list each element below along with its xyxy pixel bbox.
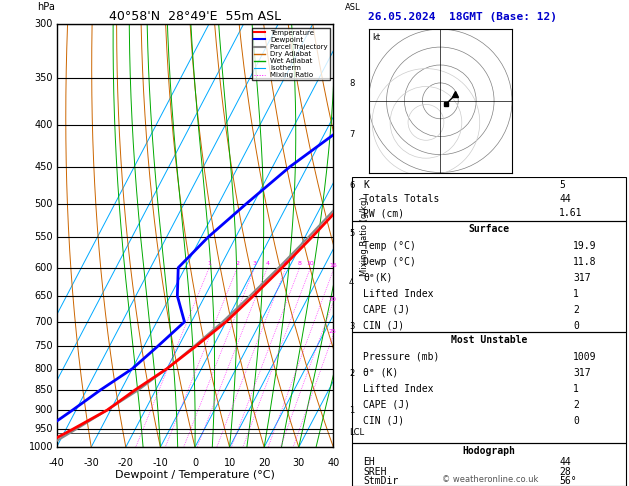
- Text: 800: 800: [35, 364, 53, 374]
- Text: EH: EH: [363, 457, 375, 467]
- Text: StmDir: StmDir: [363, 476, 398, 486]
- Title: 40°58'N  28°49'E  55m ASL: 40°58'N 28°49'E 55m ASL: [109, 10, 281, 23]
- Text: 28: 28: [559, 467, 571, 477]
- Text: -30: -30: [83, 458, 99, 468]
- Text: Hodograph: Hodograph: [462, 446, 516, 456]
- Text: 1: 1: [349, 406, 354, 415]
- Text: 56°: 56°: [559, 476, 577, 486]
- Bar: [352, 221, 626, 332]
- Bar: [352, 177, 626, 221]
- Text: SREH: SREH: [363, 467, 387, 477]
- Text: 450: 450: [35, 162, 53, 172]
- Text: 19.9: 19.9: [573, 241, 596, 251]
- Text: θᵉ (K): θᵉ (K): [363, 368, 398, 378]
- Text: 0: 0: [573, 416, 579, 426]
- Bar: [352, 443, 626, 486]
- Text: 950: 950: [35, 424, 53, 434]
- Text: 4: 4: [265, 260, 269, 266]
- Text: Surface: Surface: [469, 224, 509, 234]
- Text: CAPE (J): CAPE (J): [363, 305, 410, 315]
- Text: 7: 7: [349, 129, 354, 139]
- Text: 700: 700: [35, 317, 53, 327]
- Text: 5: 5: [559, 180, 565, 191]
- Text: 2: 2: [573, 305, 579, 315]
- Text: θᵉ(K): θᵉ(K): [363, 273, 392, 283]
- Text: 400: 400: [35, 121, 53, 130]
- Text: 750: 750: [35, 341, 53, 351]
- Text: 317: 317: [573, 273, 591, 283]
- Text: 16: 16: [330, 263, 337, 268]
- Text: 1009: 1009: [573, 352, 596, 362]
- Text: 30: 30: [292, 458, 305, 468]
- Text: 0: 0: [192, 458, 198, 468]
- Text: 2: 2: [573, 400, 579, 410]
- Text: 8: 8: [298, 260, 301, 266]
- Legend: Temperature, Dewpoint, Parcel Trajectory, Dry Adiabat, Wet Adiabat, Isotherm, Mi: Temperature, Dewpoint, Parcel Trajectory…: [252, 28, 330, 80]
- Text: 6: 6: [284, 260, 288, 266]
- Text: -10: -10: [152, 458, 169, 468]
- Text: 5: 5: [349, 229, 354, 239]
- Text: Pressure (mb): Pressure (mb): [363, 352, 440, 362]
- Text: -20: -20: [118, 458, 134, 468]
- Text: Temp (°C): Temp (°C): [363, 241, 416, 251]
- Text: CIN (J): CIN (J): [363, 416, 404, 426]
- Text: Lifted Index: Lifted Index: [363, 384, 433, 394]
- Text: 10: 10: [223, 458, 236, 468]
- Text: 2: 2: [235, 260, 239, 266]
- Text: -40: -40: [48, 458, 65, 468]
- Text: 6: 6: [349, 181, 354, 190]
- Text: 1: 1: [207, 260, 211, 266]
- Text: 650: 650: [35, 291, 53, 301]
- Text: Totals Totals: Totals Totals: [363, 194, 440, 205]
- Text: 11.8: 11.8: [573, 257, 596, 267]
- Text: Dewp (°C): Dewp (°C): [363, 257, 416, 267]
- Text: 550: 550: [35, 232, 53, 242]
- Text: 3: 3: [349, 322, 354, 331]
- Text: Most Unstable: Most Unstable: [451, 335, 527, 345]
- Text: kt: kt: [372, 33, 381, 42]
- Text: 850: 850: [35, 385, 53, 395]
- Text: K: K: [363, 180, 369, 191]
- Text: 4: 4: [349, 278, 354, 287]
- Text: 44: 44: [559, 194, 571, 205]
- Text: 2: 2: [349, 368, 354, 378]
- Text: 1000: 1000: [29, 442, 53, 452]
- Text: 500: 500: [35, 199, 53, 208]
- Text: 20: 20: [329, 296, 337, 301]
- Text: 20: 20: [258, 458, 270, 468]
- Text: CIN (J): CIN (J): [363, 321, 404, 331]
- Text: CAPE (J): CAPE (J): [363, 400, 410, 410]
- Text: LCL: LCL: [349, 428, 364, 437]
- Text: 3: 3: [252, 260, 257, 266]
- Text: 10: 10: [306, 260, 314, 266]
- Text: Dewpoint / Temperature (°C): Dewpoint / Temperature (°C): [115, 470, 275, 480]
- Text: 1: 1: [573, 289, 579, 299]
- Text: 25: 25: [329, 329, 337, 334]
- Text: 8: 8: [349, 79, 354, 88]
- Text: 300: 300: [35, 19, 53, 29]
- Text: 1: 1: [573, 384, 579, 394]
- Text: Mixing Ratio (g/kg): Mixing Ratio (g/kg): [360, 196, 369, 276]
- Text: 0: 0: [573, 321, 579, 331]
- Text: 317: 317: [573, 368, 591, 378]
- Text: 26.05.2024  18GMT (Base: 12): 26.05.2024 18GMT (Base: 12): [368, 12, 557, 22]
- Text: Lifted Index: Lifted Index: [363, 289, 433, 299]
- Text: © weatheronline.co.uk: © weatheronline.co.uk: [442, 474, 539, 484]
- Text: 900: 900: [35, 405, 53, 415]
- Text: 350: 350: [35, 73, 53, 84]
- Text: hPa: hPa: [38, 1, 55, 12]
- Bar: [352, 332, 626, 443]
- Text: PW (cm): PW (cm): [363, 208, 404, 218]
- Text: km
ASL: km ASL: [345, 0, 360, 12]
- Text: 600: 600: [35, 263, 53, 273]
- Text: 44: 44: [559, 457, 571, 467]
- Text: 40: 40: [327, 458, 340, 468]
- Text: 1.61: 1.61: [559, 208, 582, 218]
